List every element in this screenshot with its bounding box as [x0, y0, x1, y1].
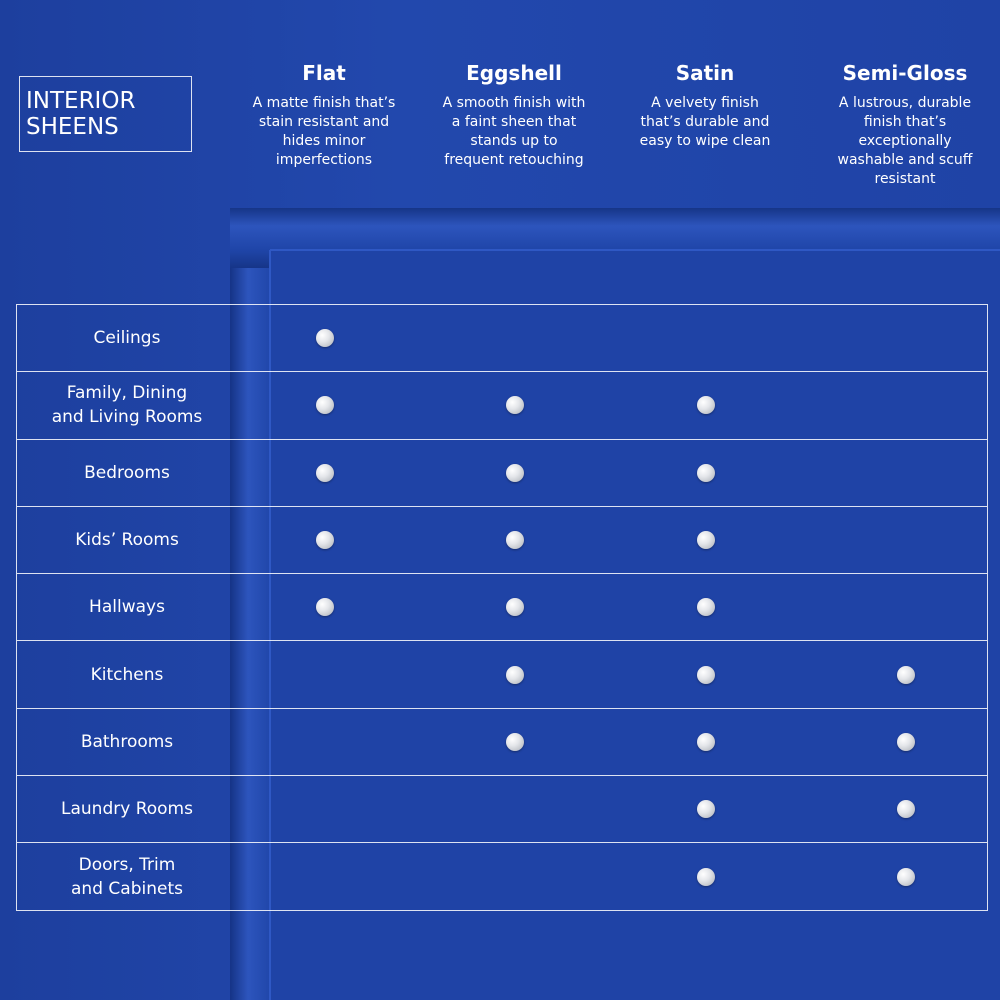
recommended-dot [506, 598, 524, 617]
recommended-dot [897, 800, 915, 819]
recommended-dot [897, 732, 915, 751]
row-label: Doors, Trim and Cabinets [71, 854, 183, 899]
recommended-dot [506, 732, 524, 751]
column-header: Satin A velvety finish that’s durable and… [610, 58, 800, 151]
recommended-dot [697, 800, 715, 819]
recommended-dot [506, 396, 524, 415]
table-row: Bathrooms [16, 707, 988, 776]
recommended-dot [697, 396, 715, 415]
table-row: Kitchens [16, 640, 988, 708]
column-header: Flat A matte finish that’s stain resistan… [229, 58, 419, 170]
title: INTERIOR SHEENS [26, 88, 136, 140]
title-box: INTERIOR SHEENS [19, 76, 192, 152]
recommended-dot [506, 665, 524, 684]
row-label: Laundry Rooms [61, 799, 193, 820]
column-name: Satin [675, 61, 735, 85]
recommended-dot [697, 531, 715, 550]
column-header: Semi-Gloss A lustrous, durable finish tha… [810, 58, 1000, 189]
recommended-dot [506, 531, 524, 550]
table-row: Doors, Trim and Cabinets [16, 842, 988, 911]
recommended-dot [897, 665, 915, 684]
recommended-dot [697, 732, 715, 751]
column-description: A smooth finish with a faint sheen that … [442, 95, 586, 168]
recommended-dot [316, 531, 334, 550]
column-description: A lustrous, durable finish that’s except… [837, 95, 973, 187]
table-row: Ceilings [16, 304, 988, 372]
table-row: Bedrooms [16, 438, 988, 506]
row-label: Kids’ Rooms [75, 530, 179, 551]
column-description: A matte finish that’s stain resistant an… [252, 95, 396, 168]
table-row: Family, Dining and Living Rooms [16, 371, 988, 439]
row-label: Kitchens [90, 664, 164, 685]
recommended-dot [316, 396, 334, 415]
recommended-dot [697, 598, 715, 617]
recommended-dot [697, 665, 715, 684]
row-label: Bathrooms [80, 731, 174, 752]
row-label: Bedrooms [84, 462, 170, 483]
table-row: Hallways [16, 573, 988, 641]
table-row: Laundry Rooms [16, 775, 988, 843]
recommended-dot [697, 463, 715, 482]
column-name: Semi-Gloss [842, 61, 968, 85]
recommended-dot [316, 598, 334, 617]
column-header: Eggshell A smooth finish with a faint she… [419, 58, 609, 170]
recommended-dot [897, 867, 915, 886]
recommended-dot [506, 463, 524, 482]
column-description: A velvety finish that’s durable and easy… [639, 95, 771, 149]
column-name: Eggshell [466, 61, 562, 85]
sheen-table: Ceilings Family, Dining and Living Rooms B… [16, 304, 988, 911]
table-row: Kids’ Rooms [16, 505, 988, 574]
row-label: Ceilings [93, 328, 161, 349]
recommended-dot [316, 463, 334, 482]
column-name: Flat [302, 61, 346, 85]
recommended-dot [316, 329, 334, 348]
row-label: Hallways [89, 597, 165, 618]
recommended-dot [697, 867, 715, 886]
row-label: Family, Dining and Living Rooms [51, 383, 203, 428]
